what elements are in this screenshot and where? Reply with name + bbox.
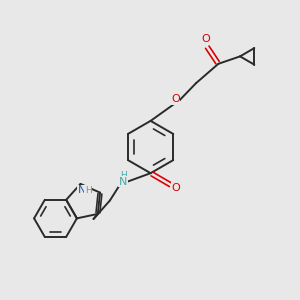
- Text: O: O: [171, 94, 180, 104]
- Text: O: O: [201, 34, 210, 44]
- Text: N: N: [119, 176, 128, 187]
- Text: H: H: [85, 186, 92, 195]
- Text: O: O: [171, 183, 180, 193]
- Text: N: N: [78, 185, 86, 196]
- Text: H: H: [120, 171, 127, 180]
